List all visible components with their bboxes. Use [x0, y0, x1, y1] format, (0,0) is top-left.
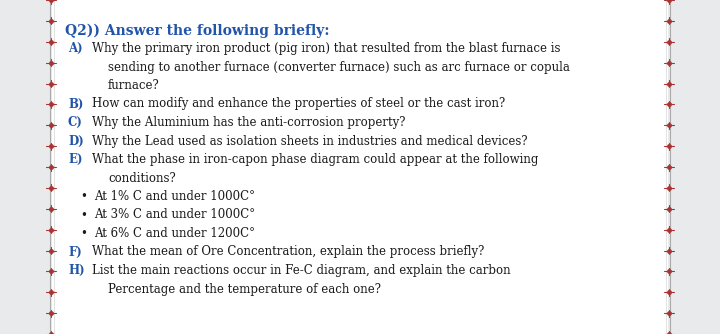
Text: B): B) [68, 98, 84, 111]
Text: At 6% C and under 1200C°: At 6% C and under 1200C° [94, 227, 255, 240]
Text: What the mean of Ore Concentration, explain the process briefly?: What the mean of Ore Concentration, expl… [92, 245, 485, 259]
Text: How can modify and enhance the properties of steel or the cast iron?: How can modify and enhance the propertie… [92, 98, 505, 111]
Text: conditions?: conditions? [108, 171, 176, 184]
Text: H): H) [68, 264, 85, 277]
Text: Why the Lead used as isolation sheets in industries and medical devices?: Why the Lead used as isolation sheets in… [92, 135, 528, 148]
Text: Why the Aluminium has the anti-corrosion property?: Why the Aluminium has the anti-corrosion… [92, 116, 405, 129]
Text: Percentage and the temperature of each one?: Percentage and the temperature of each o… [108, 283, 381, 296]
Text: At 1% C and under 1000C°: At 1% C and under 1000C° [94, 190, 255, 203]
Text: C): C) [68, 116, 83, 129]
Text: furnace?: furnace? [108, 79, 160, 92]
Text: E): E) [68, 153, 83, 166]
Text: D): D) [68, 135, 84, 148]
Text: At 3% C and under 1000C°: At 3% C and under 1000C° [94, 208, 255, 221]
Text: What the phase in iron-capon phase diagram could appear at the following: What the phase in iron-capon phase diagr… [92, 153, 539, 166]
Text: A): A) [68, 42, 83, 55]
Text: •: • [80, 190, 87, 203]
Text: •: • [80, 227, 87, 240]
Bar [668, 0, 720, 334]
Bar [0, 0, 52, 334]
Text: F): F) [68, 245, 82, 259]
Text: •: • [80, 208, 87, 221]
Text: Why the primary iron product (pig iron) that resulted from the blast furnace is: Why the primary iron product (pig iron) … [92, 42, 560, 55]
Text: Q2)) Answer the following briefly:: Q2)) Answer the following briefly: [65, 24, 330, 38]
Text: List the main reactions occur in Fe-C diagram, and explain the carbon: List the main reactions occur in Fe-C di… [92, 264, 510, 277]
Text: sending to another furnace (converter furnace) such as arc furnace or copula: sending to another furnace (converter fu… [108, 60, 570, 73]
